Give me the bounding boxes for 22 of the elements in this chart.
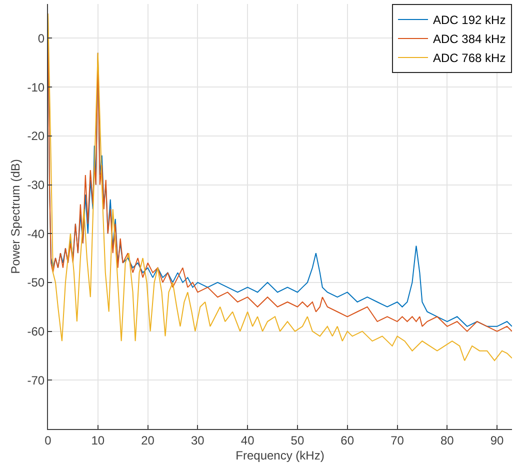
x-tick-label: 10 (91, 433, 105, 448)
x-tick-label: 70 (390, 433, 404, 448)
y-tick-label: -70 (27, 373, 45, 388)
x-tick-label: 90 (490, 433, 504, 448)
y-tick-label: -50 (27, 276, 45, 290)
x-axis-title: Frequency (kHz) (236, 448, 324, 462)
legend-label: ADC 384 kHz (433, 32, 506, 46)
y-tick-label: -40 (27, 226, 45, 241)
y-axis-title: Power Spectrum (dB) (8, 159, 23, 274)
x-tick-label: 50 (290, 433, 304, 448)
y-tick-label: -10 (27, 80, 45, 94)
y-tick-label: -60 (27, 324, 45, 338)
x-tick-label: 60 (340, 433, 354, 448)
legend-label: ADC 768 kHz (433, 51, 506, 66)
x-tick-label: 30 (191, 433, 205, 448)
legend-label: ADC 192 kHz (433, 13, 506, 28)
x-tick-label: 20 (141, 433, 155, 448)
x-tick-label: 80 (440, 433, 454, 448)
y-tick-label: -20 (27, 129, 45, 144)
x-tick-label: 40 (240, 433, 255, 448)
y-tick-label: -30 (27, 178, 45, 192)
y-tick-label: 0 (38, 31, 45, 46)
